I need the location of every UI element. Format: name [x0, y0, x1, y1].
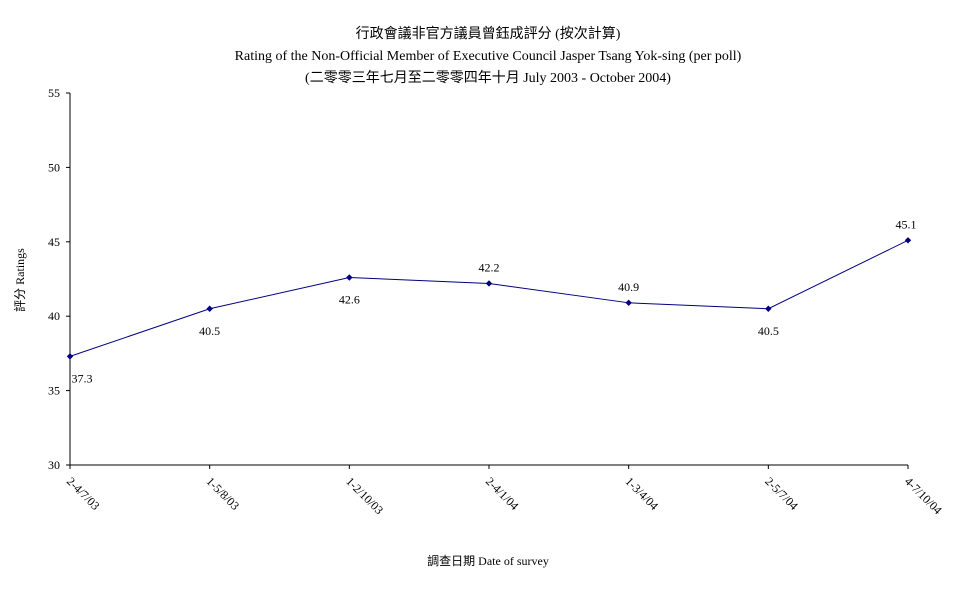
data-label: 40.5 — [199, 324, 220, 338]
data-label: 45.1 — [896, 217, 917, 231]
x-tick-label: 2-4/1/04 — [483, 474, 522, 513]
x-tick-label: 1-5/8/03 — [204, 474, 243, 513]
plot-area: 30 35 40 45 50 55 2-4/7/03 1-5/8/03 1-2/10/03 2-4… — [48, 86, 945, 517]
data-point-marker — [206, 305, 213, 312]
data-point-marker — [904, 237, 912, 244]
y-tick-label: 55 — [48, 86, 60, 100]
y-tick-label: 40 — [48, 309, 60, 323]
data-point-marker — [346, 274, 353, 281]
data-point-marker — [625, 299, 632, 307]
series-line — [69, 239, 909, 357]
data-point-marker — [765, 305, 772, 312]
y-tick-label: 35 — [48, 384, 60, 398]
data-label: 42.6 — [339, 293, 360, 307]
data-point-marker — [485, 280, 493, 287]
data-label: 37.3 — [72, 371, 93, 385]
data-point-marker — [66, 353, 74, 360]
y-tick-label: 45 — [48, 235, 60, 249]
x-tick-label: 2-5/7/04 — [762, 474, 801, 513]
x-axis-title: 調查日期 Date of survey — [427, 554, 549, 568]
data-label: 40.9 — [618, 280, 639, 294]
data-label: 42.2 — [479, 260, 500, 274]
x-tick-label: 2-4/7/03 — [64, 474, 103, 513]
x-tick-label: 1-2/10/03 — [343, 474, 386, 517]
y-tick-label: 30 — [48, 458, 60, 472]
data-label: 40.5 — [758, 324, 779, 338]
y-tick-label: 50 — [48, 160, 60, 174]
y-axis-title: 評分 Ratings — [12, 248, 27, 312]
x-tick-label: 1-3/4/04 — [623, 474, 662, 513]
x-tick-label: 4-7/10/04 — [902, 474, 945, 517]
chart-title: 行政會議非官方議員曾鈺成評分 (按次計算) — [356, 25, 621, 42]
chart-subtitle-period: (二零零三年七月至二零零四年十月 July 2003 - October 200… — [305, 70, 671, 86]
chart-subtitle: Rating of the Non-Official Member of Exe… — [235, 49, 742, 64]
